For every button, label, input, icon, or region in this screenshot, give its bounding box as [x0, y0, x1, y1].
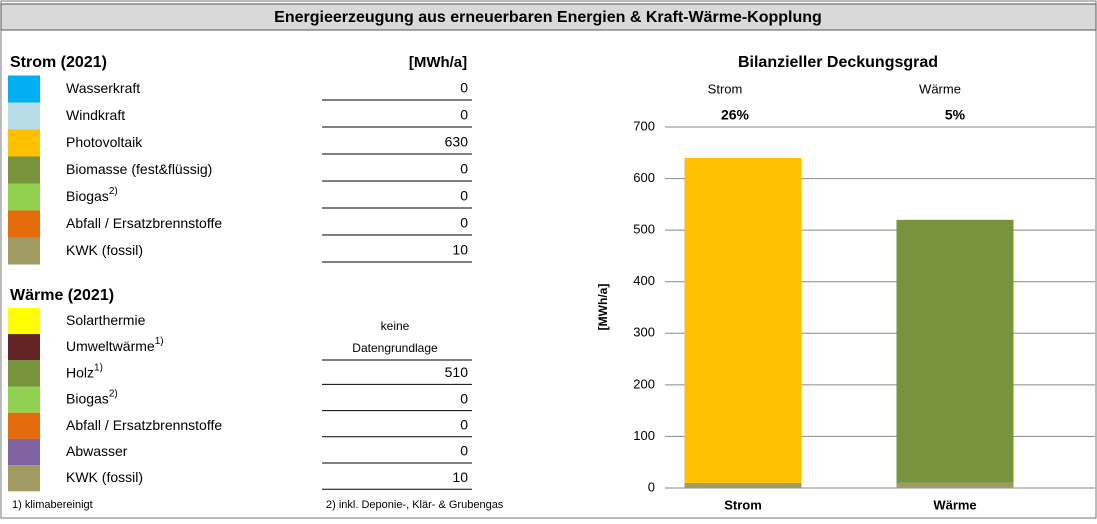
footnote-ref: 2)	[109, 186, 118, 197]
y-tick-label: 700	[633, 118, 655, 133]
swatch	[8, 183, 40, 211]
swatch	[8, 237, 40, 265]
row-label: Holz1)	[66, 362, 103, 380]
row-label: Biogas2)	[66, 186, 118, 204]
row-value: 10	[452, 469, 468, 485]
swatch	[8, 307, 40, 335]
row-value: 0	[460, 188, 468, 204]
column-label: Strom	[708, 81, 743, 96]
row-label: Photovoltaik	[66, 134, 143, 150]
strom-title: Strom (2021)	[10, 54, 107, 71]
bar-segment	[896, 482, 1014, 488]
column-label: Wärme	[919, 81, 961, 96]
unit-header: [MWh/a]	[409, 54, 467, 71]
y-tick-label: 200	[633, 376, 655, 391]
row-label: Solarthermie	[66, 312, 146, 328]
footnote: 1) klimabereinigt	[12, 499, 93, 511]
swatch	[8, 75, 40, 103]
label: Photovoltaik	[66, 134, 143, 150]
footnote-ref: 1)	[94, 362, 103, 373]
chart-title: Bilanzieller Deckungsgrad	[738, 54, 938, 71]
row-value: 0	[460, 417, 468, 433]
waerme-title: Wärme (2021)	[10, 287, 114, 304]
footnote: 2) inkl. Deponie-, Klär- & Grubengas	[326, 499, 504, 511]
footnote-ref: 2)	[109, 388, 118, 399]
coverage-label: 26%	[721, 107, 750, 123]
row-label: Umweltwärme1)	[66, 336, 164, 354]
y-tick-label: 300	[633, 325, 655, 340]
label: Biogas	[66, 188, 109, 204]
row-value: 0	[460, 390, 468, 406]
y-tick-label: 0	[648, 479, 655, 494]
swatch	[8, 465, 40, 492]
row-label: Abfall / Ersatzbrennstoffe	[66, 417, 222, 433]
label: Abfall / Ersatzbrennstoffe	[66, 417, 222, 433]
y-tick-label: 100	[633, 428, 655, 443]
swatch	[8, 334, 40, 361]
footnote-ref: 1)	[155, 336, 164, 347]
label: Umweltwärme	[66, 338, 155, 354]
bar-segment	[684, 482, 802, 488]
label: Abfall / Ersatzbrennstoffe	[66, 215, 222, 231]
label: KWK (fossil)	[66, 242, 143, 258]
x-tick-label: Wärme	[933, 497, 976, 512]
swatch	[8, 360, 40, 387]
label: Biomasse (fest&flüssig)	[66, 161, 212, 177]
bar-segment	[896, 219, 1014, 483]
row-value: 0	[460, 80, 468, 96]
page-title: Energieerzeugung aus erneuerbaren Energi…	[274, 9, 822, 26]
label: Solarthermie	[66, 312, 146, 328]
bar-segment	[684, 157, 802, 483]
x-tick-label: Strom	[724, 497, 762, 512]
row-label: Windkraft	[66, 107, 125, 123]
row-value: 630	[445, 134, 469, 150]
no-data: Datengrundlage	[352, 341, 438, 355]
title-bar	[0, 3, 1097, 31]
row-label: Abwasser	[66, 443, 128, 459]
swatch	[8, 386, 40, 413]
row-value: 0	[460, 443, 468, 459]
label: Abwasser	[66, 443, 128, 459]
swatch	[8, 129, 40, 157]
label: Windkraft	[66, 107, 125, 123]
coverage-label: 5%	[945, 107, 966, 123]
y-tick-label: 400	[633, 273, 655, 288]
swatch	[8, 412, 40, 439]
no-data: keine	[381, 319, 410, 333]
y-tick-label: 500	[633, 222, 655, 237]
row-label: KWK (fossil)	[66, 242, 143, 258]
swatch	[8, 102, 40, 130]
row-value: 510	[445, 364, 469, 380]
row-label: Biomasse (fest&flüssig)	[66, 161, 212, 177]
label: Wasserkraft	[66, 80, 140, 96]
swatch	[8, 156, 40, 184]
row-value: 10	[452, 242, 468, 258]
row-label: Wasserkraft	[66, 80, 140, 96]
row-value: 0	[460, 107, 468, 123]
row-label: Biogas2)	[66, 388, 118, 406]
row-label: KWK (fossil)	[66, 469, 143, 485]
label: KWK (fossil)	[66, 469, 143, 485]
row-value: 0	[460, 161, 468, 177]
swatch	[8, 438, 40, 466]
swatch	[8, 210, 40, 238]
y-axis-label: [MWh/a]	[596, 284, 610, 331]
row-label: Abfall / Ersatzbrennstoffe	[66, 215, 222, 231]
y-tick-label: 600	[633, 170, 655, 185]
row-value: 0	[460, 215, 468, 231]
label: Holz	[66, 364, 94, 380]
label: Biogas	[66, 390, 109, 406]
